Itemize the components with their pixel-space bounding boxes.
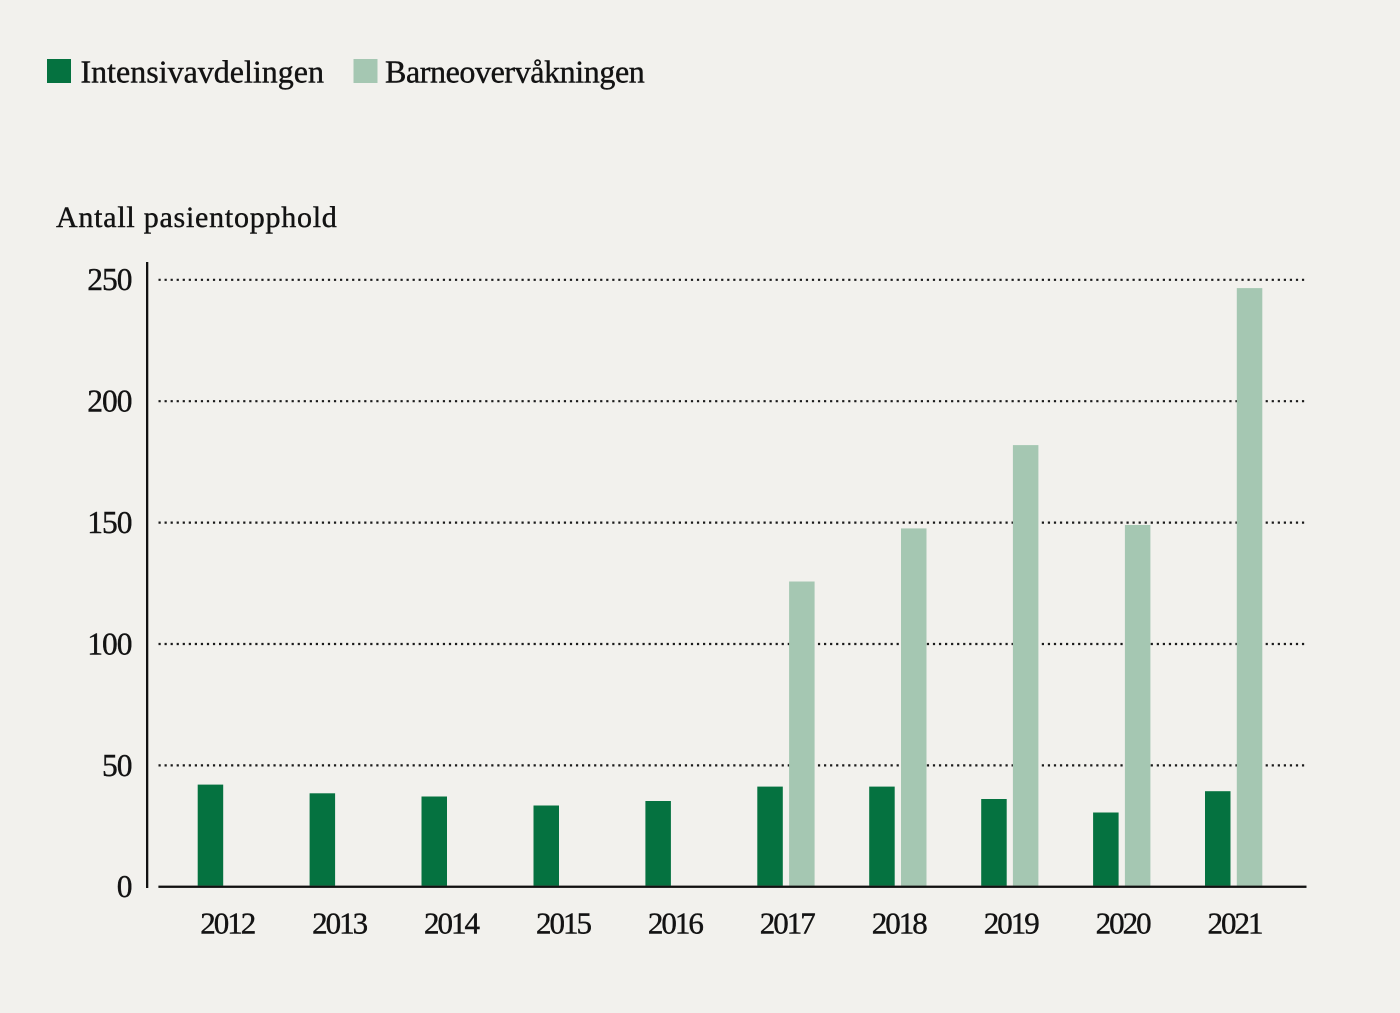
svg-text:2021: 2021 [1208, 906, 1263, 941]
svg-text:2018: 2018 [872, 906, 928, 941]
svg-text:2014: 2014 [424, 906, 481, 941]
svg-text:2016: 2016 [648, 906, 704, 941]
svg-text:100: 100 [87, 626, 132, 661]
svg-text:2012: 2012 [200, 906, 255, 941]
svg-text:150: 150 [87, 505, 132, 540]
svg-text:Antall pasientopphold: Antall pasientopphold [56, 201, 338, 234]
svg-text:Barneovervåkningen: Barneovervåkningen [385, 54, 645, 90]
svg-text:50: 50 [102, 748, 132, 783]
svg-text:2013: 2013 [312, 906, 368, 941]
svg-text:2020: 2020 [1096, 906, 1152, 941]
svg-text:0: 0 [117, 869, 132, 904]
svg-text:Intensivavdelingen: Intensivavdelingen [81, 54, 324, 90]
svg-text:2019: 2019 [984, 906, 1040, 941]
svg-text:250: 250 [87, 262, 132, 297]
svg-text:2015: 2015 [536, 906, 592, 941]
svg-text:200: 200 [87, 384, 132, 419]
svg-text:2017: 2017 [760, 906, 816, 941]
